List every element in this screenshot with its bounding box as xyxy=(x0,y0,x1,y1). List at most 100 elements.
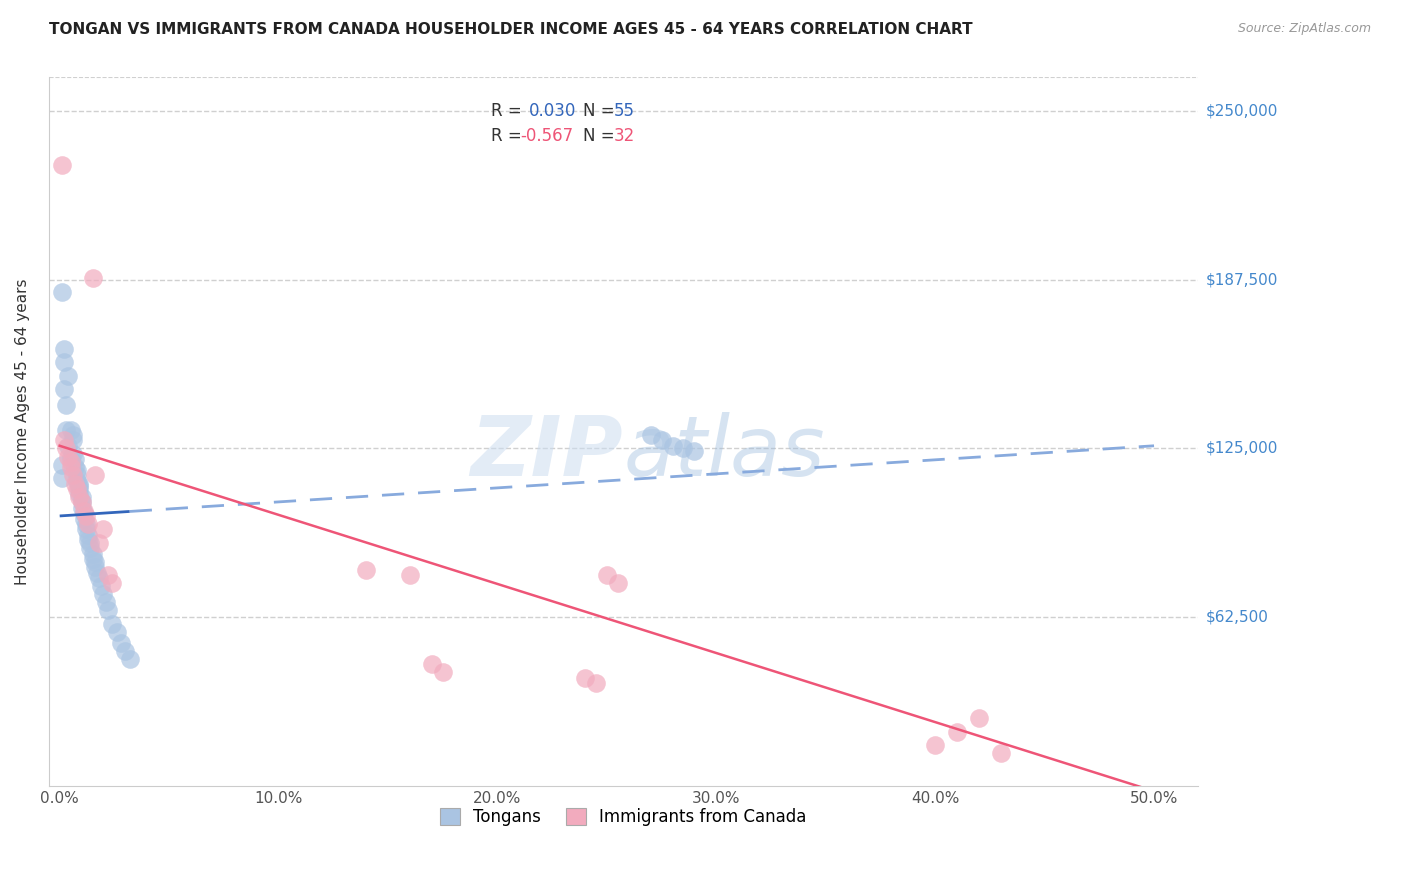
Text: $250,000: $250,000 xyxy=(1206,103,1278,119)
Point xyxy=(87,536,110,550)
Legend: Tongans, Immigrants from Canada: Tongans, Immigrants from Canada xyxy=(432,799,815,834)
Text: $187,500: $187,500 xyxy=(1206,272,1278,287)
Point xyxy=(66,468,89,483)
Text: 55: 55 xyxy=(614,103,636,120)
Text: 32: 32 xyxy=(614,127,636,145)
Text: -0.567: -0.567 xyxy=(520,127,574,145)
Point xyxy=(53,355,76,369)
Point xyxy=(59,423,82,437)
Text: R =: R = xyxy=(491,127,527,145)
Point xyxy=(399,568,422,582)
Point xyxy=(83,560,105,574)
Point xyxy=(55,423,77,437)
Point xyxy=(63,460,86,475)
Point xyxy=(55,398,77,412)
Y-axis label: Householder Income Ages 45 - 64 years: Householder Income Ages 45 - 64 years xyxy=(15,278,30,585)
Point xyxy=(70,500,93,515)
Point xyxy=(70,490,93,504)
Point xyxy=(67,476,90,491)
Point xyxy=(101,616,124,631)
Point xyxy=(93,587,115,601)
Point xyxy=(77,533,100,548)
Point xyxy=(110,636,132,650)
Point xyxy=(97,568,120,582)
Point xyxy=(651,434,673,448)
Point xyxy=(661,439,683,453)
Point xyxy=(58,439,80,453)
Text: $125,000: $125,000 xyxy=(1206,441,1278,456)
Text: N =: N = xyxy=(583,127,620,145)
Point xyxy=(67,487,90,501)
Point xyxy=(66,482,89,496)
Point xyxy=(58,450,80,464)
Point xyxy=(574,671,596,685)
Point xyxy=(83,468,105,483)
Point xyxy=(73,511,96,525)
Point xyxy=(53,342,76,356)
Point xyxy=(79,536,101,550)
Text: atlas: atlas xyxy=(623,412,825,493)
Point xyxy=(51,285,73,299)
Point xyxy=(70,495,93,509)
Point xyxy=(79,541,101,556)
Point xyxy=(55,442,77,456)
Point xyxy=(62,468,84,483)
Point xyxy=(62,447,84,461)
Point xyxy=(67,479,90,493)
Point xyxy=(51,471,73,485)
Point xyxy=(53,434,76,448)
Point xyxy=(105,624,128,639)
Point xyxy=(53,382,76,396)
Point xyxy=(672,442,695,456)
Point xyxy=(75,516,97,531)
Point xyxy=(420,657,443,672)
Point xyxy=(67,482,90,496)
Point xyxy=(59,460,82,475)
Point xyxy=(51,458,73,472)
Point xyxy=(82,552,104,566)
Point xyxy=(73,503,96,517)
Point xyxy=(82,547,104,561)
Point xyxy=(75,523,97,537)
Point xyxy=(59,455,82,469)
Point xyxy=(946,724,969,739)
Point xyxy=(90,579,112,593)
Point xyxy=(924,739,946,753)
Point xyxy=(94,595,117,609)
Point xyxy=(70,495,93,509)
Point xyxy=(683,444,706,458)
Point xyxy=(86,566,108,580)
Text: 0.030: 0.030 xyxy=(529,103,576,120)
Text: R =: R = xyxy=(491,103,533,120)
Point xyxy=(990,747,1012,761)
Text: $62,500: $62,500 xyxy=(1206,609,1270,624)
Point xyxy=(432,665,454,680)
Point xyxy=(63,476,86,491)
Point xyxy=(606,576,628,591)
Point xyxy=(73,506,96,520)
Point xyxy=(62,434,84,448)
Point xyxy=(75,508,97,523)
Text: ZIP: ZIP xyxy=(471,412,623,493)
Point xyxy=(77,516,100,531)
Point xyxy=(101,576,124,591)
Point xyxy=(67,490,90,504)
Point xyxy=(97,603,120,617)
Point xyxy=(596,568,619,582)
Point xyxy=(967,711,990,725)
Point xyxy=(66,463,89,477)
Point xyxy=(93,523,115,537)
Point xyxy=(354,563,377,577)
Point xyxy=(640,428,662,442)
Point xyxy=(585,676,607,690)
Text: N =: N = xyxy=(583,103,620,120)
Point xyxy=(118,652,141,666)
Text: Source: ZipAtlas.com: Source: ZipAtlas.com xyxy=(1237,22,1371,36)
Point xyxy=(59,450,82,464)
Point xyxy=(62,428,84,442)
Point xyxy=(58,368,80,383)
Point xyxy=(77,528,100,542)
Point xyxy=(63,452,86,467)
Point xyxy=(83,555,105,569)
Point xyxy=(82,271,104,285)
